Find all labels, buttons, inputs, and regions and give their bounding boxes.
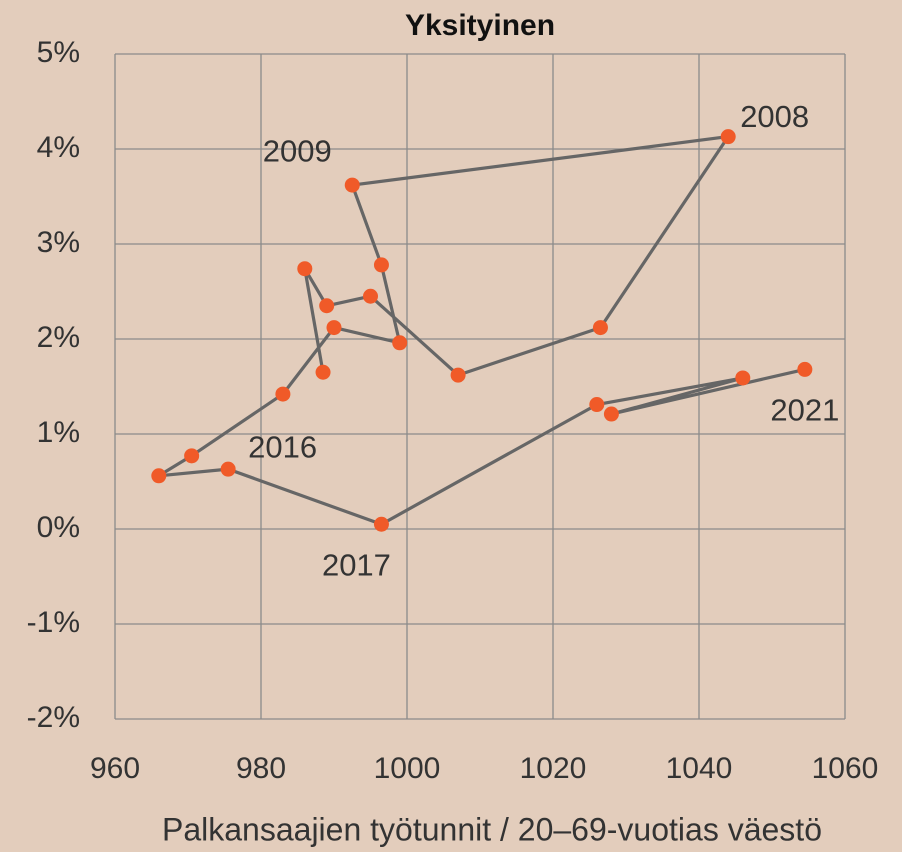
x-axis-title: Palkansaajien työtunnit / 20–69-vuotias … [162,811,822,847]
x-tick-label: 960 [90,752,140,785]
point [603,406,619,422]
y-tick-label: 4% [37,131,80,164]
point [319,298,335,314]
point-label: 2009 [263,133,332,168]
y-tick-label: -1% [27,606,80,639]
point [450,367,466,383]
point-label: 2017 [322,547,391,582]
point [184,448,200,464]
point [589,397,605,413]
point-label: 2016 [248,429,317,464]
chart-title: Yksityinen [405,9,555,42]
point [592,320,608,336]
connecting-line [157,135,806,526]
y-tick-label: 1% [37,416,80,449]
point [151,468,167,484]
point [373,257,389,273]
point [797,361,813,377]
y-tick-label: 2% [37,321,80,354]
x-tick-label: 1020 [520,752,587,785]
point [315,364,331,380]
point [392,335,408,351]
point-label: 2021 [770,393,839,428]
point [373,516,389,532]
point-label: 2008 [740,99,809,134]
y-tick-label: 3% [37,226,80,259]
point [297,261,313,277]
y-tick-label: 5% [37,36,80,69]
point [735,370,751,386]
x-tick-label: 1060 [812,752,879,785]
point [720,129,736,145]
point [344,177,360,193]
x-tick-label: 1000 [374,752,441,785]
y-tick-label: -2% [27,701,80,734]
point [326,320,342,336]
point [275,386,291,402]
x-tick-label: 980 [236,752,286,785]
point [363,288,378,304]
point [220,461,236,477]
x-tick-label: 1040 [666,752,733,785]
y-tick-label: 0% [37,511,80,544]
